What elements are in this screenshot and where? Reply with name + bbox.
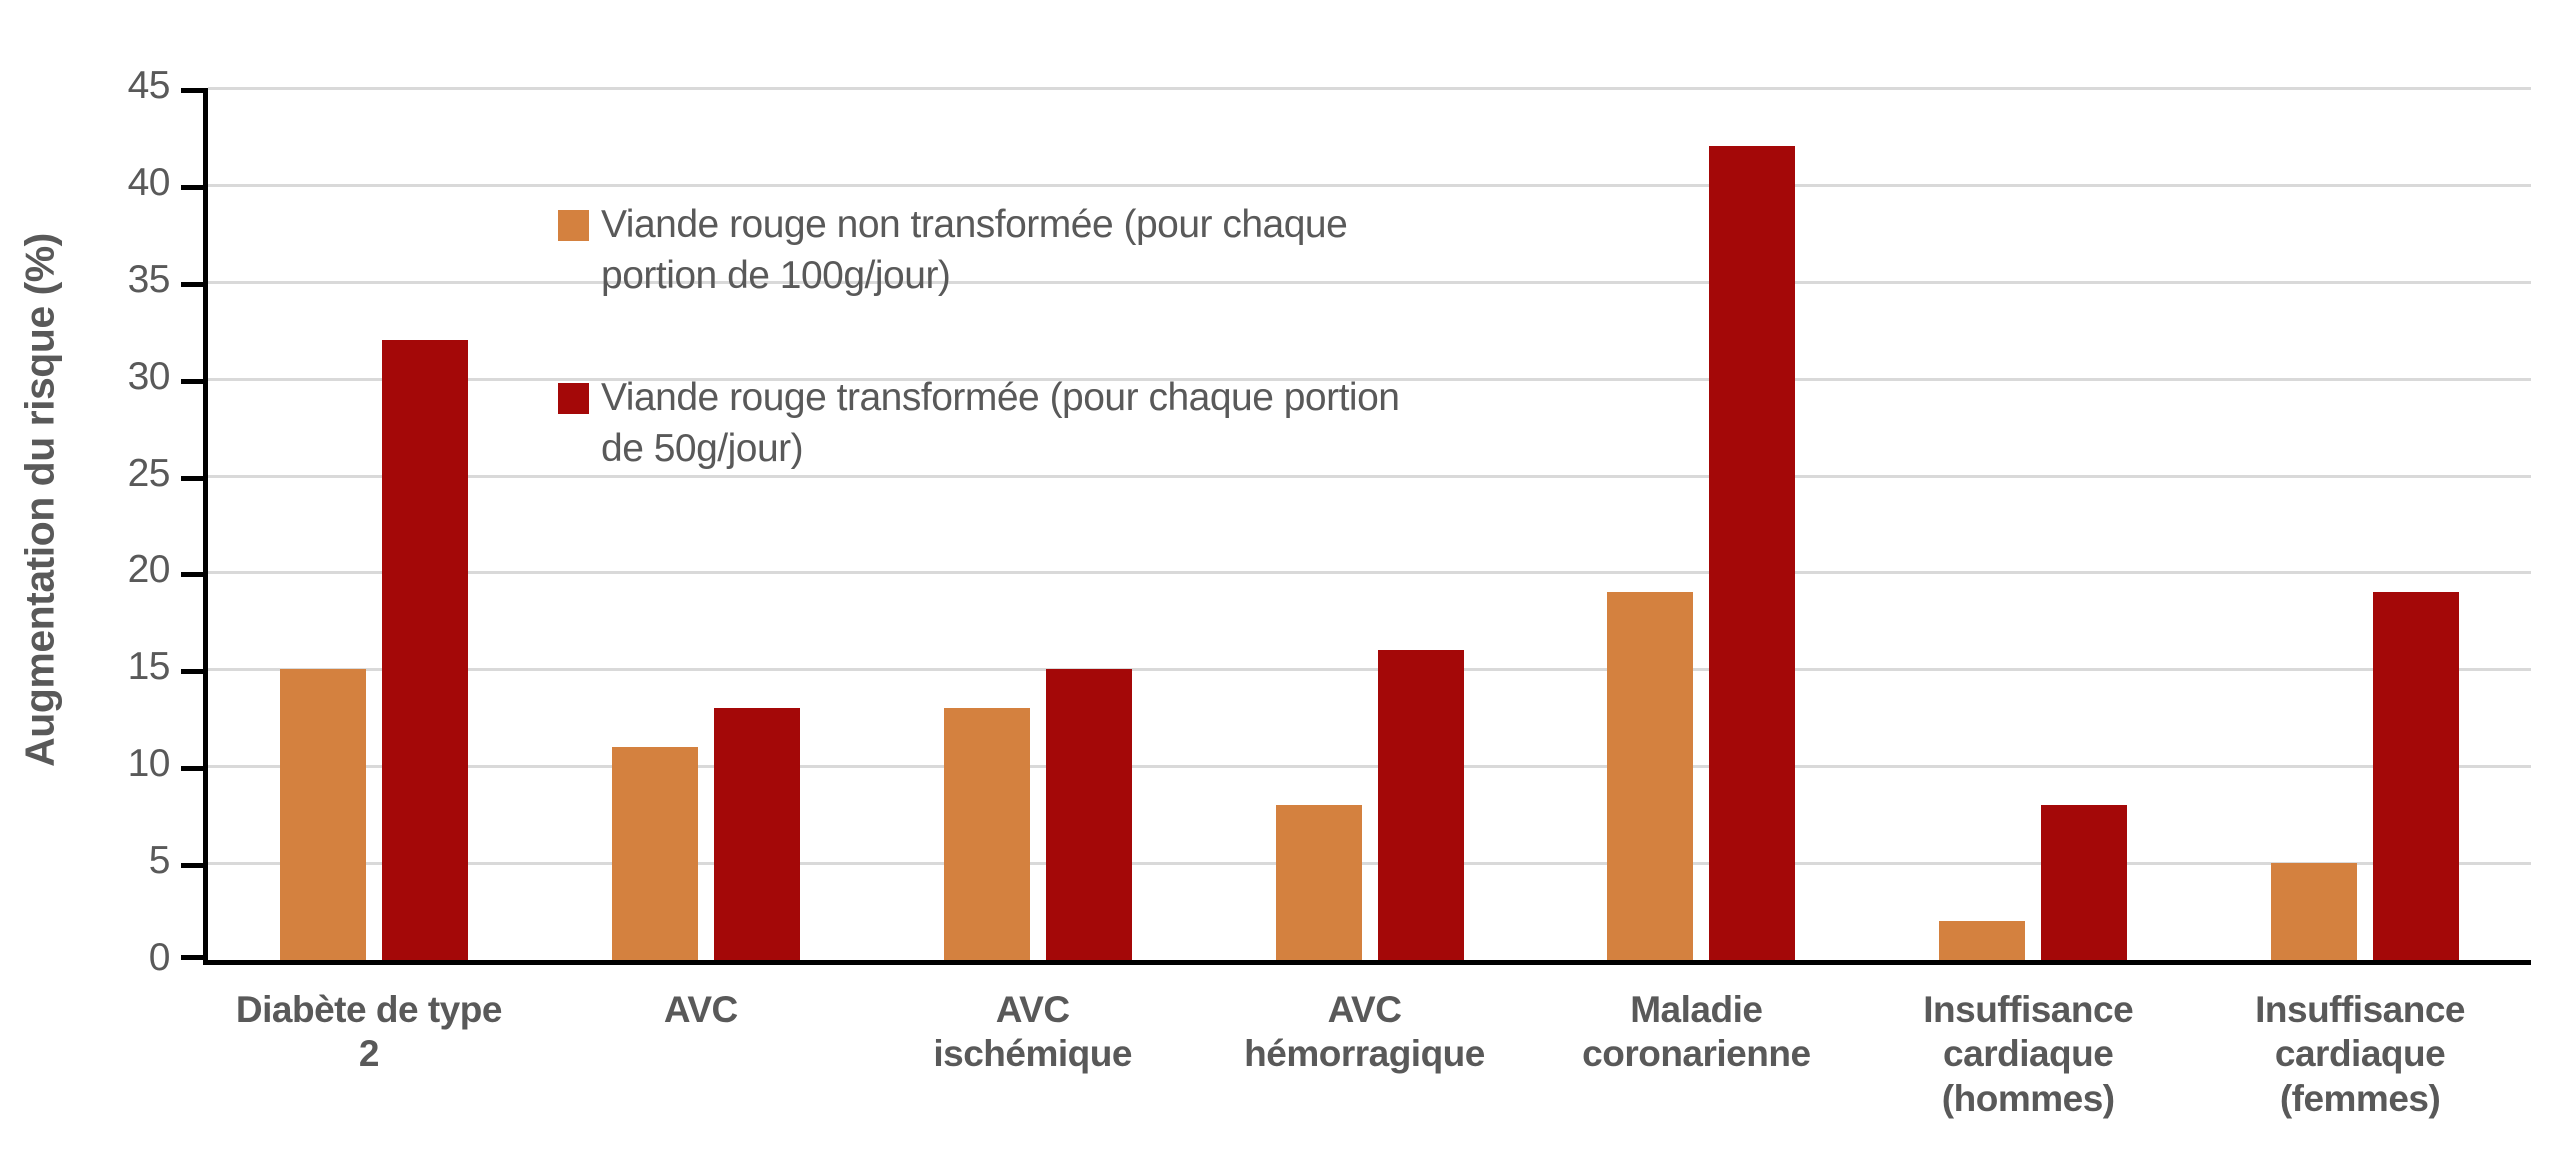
legend: Viande rouge non transformée (pour chaqu… <box>558 200 1421 475</box>
y-tick-mark-20 <box>181 572 208 578</box>
y-tick-label-0: 0 <box>148 936 171 979</box>
y-tick-label-35: 35 <box>127 257 171 301</box>
x-category-label-5: Maladie coronarienne <box>1582 989 1811 1075</box>
gridline-10 <box>208 765 2531 769</box>
bar-series2-2 <box>713 708 800 960</box>
y-tick-label-30: 30 <box>127 354 171 398</box>
gridline-35 <box>208 280 2531 284</box>
legend-swatch-unprocessed-icon <box>558 210 589 241</box>
gridline-15 <box>208 668 2531 672</box>
bar-series2-4 <box>1377 649 1464 960</box>
y-tick-label-10: 10 <box>127 742 171 786</box>
y-tick-mark-40 <box>181 184 208 190</box>
bar-series2-7 <box>2373 591 2460 960</box>
gridline-30 <box>208 377 2531 381</box>
gridline-5 <box>208 862 2531 866</box>
bar-series1-4 <box>1275 804 1362 960</box>
bar-series2-3 <box>1045 669 1132 960</box>
x-category-label-2: AVC <box>663 989 738 1030</box>
bar-series1-5 <box>1607 591 1694 960</box>
bar-series1-2 <box>611 746 698 960</box>
legend-swatch-processed-icon <box>558 383 589 415</box>
x-category-label-3: AVC ischémique <box>933 989 1132 1075</box>
legend-item-unprocessed: Viande rouge non transformée (pour chaqu… <box>558 200 1421 301</box>
bar-series1-1 <box>279 669 366 960</box>
y-tick-label-25: 25 <box>127 451 171 495</box>
y-tick-mark-45 <box>181 88 208 93</box>
legend-label-unprocessed: Viande rouge non transformée (pour chaqu… <box>601 203 1348 297</box>
y-tick-mark-10 <box>181 766 208 772</box>
bar-series1-7 <box>2271 863 2358 960</box>
plot-area <box>181 87 2531 965</box>
x-category-label-7: Insuffisance cardiaque (femmes) <box>2255 989 2466 1119</box>
y-tick-mark-15 <box>181 669 208 675</box>
y-tick-label-15: 15 <box>127 645 171 689</box>
y-tick-label-5: 5 <box>148 839 171 883</box>
bar-series2-6 <box>2041 804 2128 960</box>
gridline-40 <box>208 183 2531 187</box>
bar-series2-1 <box>381 339 468 960</box>
y-tick-label-45: 45 <box>127 64 171 107</box>
legend-label-processed: Viande rouge transformée (pour chaque po… <box>601 376 1400 471</box>
y-tick-mark-30 <box>181 378 208 384</box>
y-tick-label-40: 40 <box>127 160 171 204</box>
x-category-label-4: AVC hémorragique <box>1244 989 1485 1075</box>
y-tick-mark-5 <box>181 863 208 869</box>
x-category-label-1: Diabète de type 2 <box>235 989 502 1075</box>
y-tick-mark-0 <box>181 955 208 960</box>
gridline-20 <box>208 571 2531 575</box>
y-tick-label-20: 20 <box>127 548 171 592</box>
bar-series2-5 <box>1709 146 1796 960</box>
y-tick-mark-35 <box>181 281 208 287</box>
legend-item-processed: Viande rouge transformée (pour chaque po… <box>558 373 1421 474</box>
bar-series1-6 <box>1939 921 2026 960</box>
y-tick-mark-25 <box>181 475 208 481</box>
gridline-45 <box>208 87 2531 90</box>
bar-series1-3 <box>943 708 1030 960</box>
x-category-label-6: Insuffisance cardiaque (hommes) <box>1923 989 2134 1119</box>
gridline-25 <box>208 474 2531 478</box>
